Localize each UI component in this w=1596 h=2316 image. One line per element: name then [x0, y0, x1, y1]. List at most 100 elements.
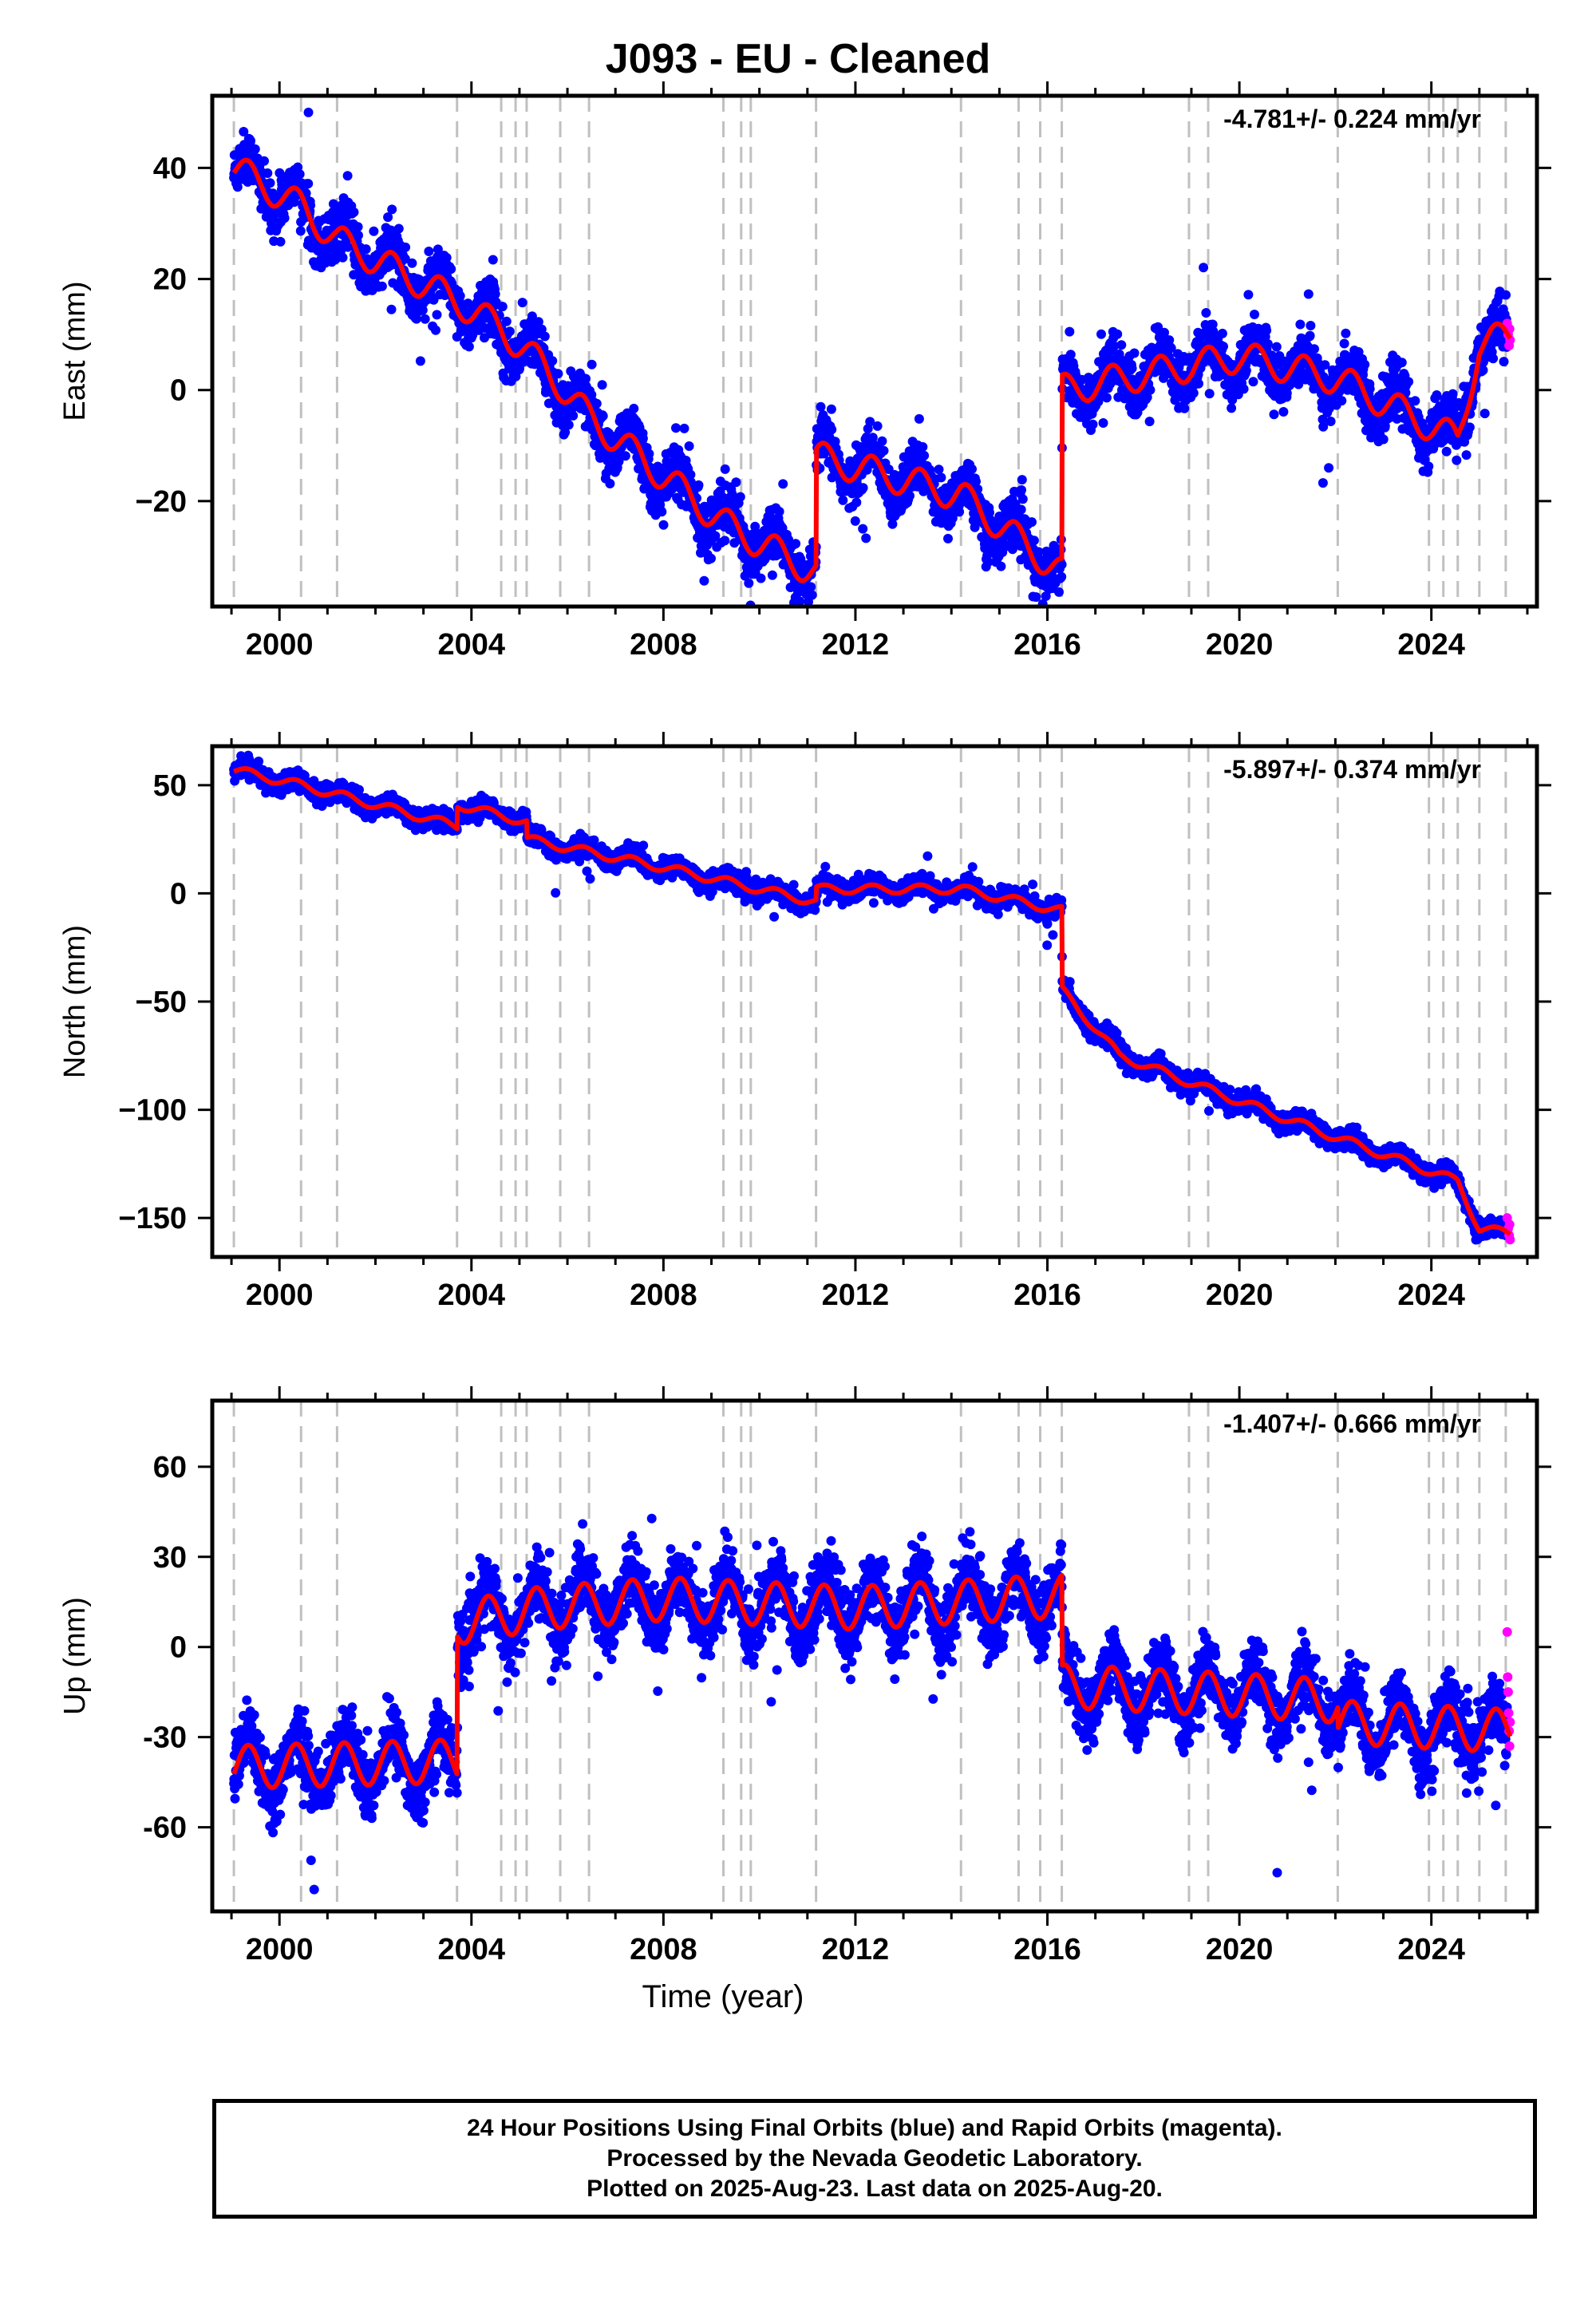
data-point: [1295, 319, 1306, 330]
data-point: [1127, 363, 1137, 373]
data-point: [581, 373, 591, 384]
x-tick-label: 2024: [1397, 628, 1465, 662]
data-point: [1269, 409, 1279, 420]
data-point: [294, 169, 305, 180]
data-point: [1461, 450, 1472, 460]
data-point: [1310, 344, 1319, 354]
data-point: [338, 252, 348, 263]
data-point: [1306, 321, 1316, 330]
data-point: [263, 168, 273, 178]
data-point: [587, 359, 597, 370]
data-point: [1096, 329, 1106, 339]
data-point: [720, 536, 730, 546]
data-point: [1204, 389, 1215, 399]
data-point: [1017, 485, 1026, 495]
data-point: [354, 230, 363, 240]
data-point: [905, 491, 915, 501]
data-point: [850, 516, 860, 526]
data-point: [265, 178, 275, 188]
data-point: [807, 590, 817, 600]
plot-area: [229, 96, 1515, 607]
data-point: [1248, 377, 1258, 387]
data-point: [490, 289, 500, 299]
data-point: [568, 410, 579, 421]
data-point: [620, 451, 630, 461]
data-point: [517, 298, 527, 308]
data-point: [353, 222, 363, 232]
data-point: [446, 264, 456, 275]
data-point: [644, 449, 654, 459]
data-point: [591, 398, 602, 409]
data-point: [1031, 592, 1041, 603]
data-point: [1029, 536, 1039, 546]
data-point: [1016, 504, 1026, 515]
data-point: [1250, 310, 1259, 319]
data-point: [1464, 422, 1475, 433]
data-point: [259, 156, 269, 166]
data-point: [778, 479, 788, 489]
data-point: [1145, 385, 1156, 395]
data-point: [1339, 338, 1349, 349]
data-point: [767, 570, 777, 580]
data-point: [246, 136, 255, 146]
data-point: [774, 507, 784, 516]
data-point: [744, 578, 754, 588]
data-point: [731, 477, 741, 488]
data-point: [826, 404, 836, 414]
data-point: [349, 207, 359, 217]
data-point: [250, 144, 260, 154]
data-point: [1088, 419, 1098, 429]
data-point: [377, 281, 387, 291]
data-point: [455, 290, 465, 301]
data-point: [1396, 358, 1407, 368]
y-tick-label: 20: [153, 263, 187, 297]
data-point: [303, 179, 314, 189]
data-point: [1303, 289, 1314, 299]
data-point: [756, 573, 766, 583]
data-point: [1098, 418, 1108, 428]
data-point: [1243, 290, 1254, 300]
data-point: [1057, 571, 1067, 582]
data-point: [1238, 384, 1249, 394]
data-point: [343, 242, 353, 252]
data-point: [867, 433, 878, 443]
x-tick-label: 2000: [246, 628, 314, 662]
data-point: [1441, 446, 1452, 456]
data-point: [816, 401, 826, 412]
data-point: [1324, 463, 1334, 473]
data-point: [638, 433, 648, 444]
data-point: [1360, 359, 1370, 370]
data-point: [879, 445, 889, 456]
data-point: [1065, 350, 1076, 360]
data-point: [1199, 263, 1209, 273]
data-point: [361, 244, 371, 255]
data-point: [1410, 396, 1420, 406]
data-point: [1027, 517, 1037, 528]
data-point: [919, 450, 930, 460]
data-point: [806, 582, 816, 592]
data-point: [658, 520, 669, 530]
data-point: [918, 442, 928, 452]
data-point: [1341, 328, 1351, 338]
data-point: [488, 255, 498, 265]
data-point: [827, 425, 837, 435]
data-point: [400, 254, 410, 264]
data-point: [239, 127, 249, 136]
data-point: [533, 317, 543, 327]
panel-east: 2000 2004 2008 2012 2016 2020 202440200−20East…: [58, 81, 1551, 662]
data-point: [547, 356, 558, 366]
data-point: [1017, 475, 1027, 485]
data-point: [1378, 434, 1389, 445]
data-point: [1452, 455, 1462, 465]
data-point: [1017, 494, 1028, 504]
data-point: [1424, 461, 1434, 472]
data-point: [1054, 587, 1064, 597]
x-tick-label: 2016: [1013, 628, 1081, 662]
data-point: [1278, 407, 1289, 417]
data-point: [1262, 326, 1272, 336]
data-point: [441, 252, 452, 263]
data-point: [303, 107, 314, 117]
data-point: [497, 302, 508, 312]
data-point: [943, 533, 953, 543]
